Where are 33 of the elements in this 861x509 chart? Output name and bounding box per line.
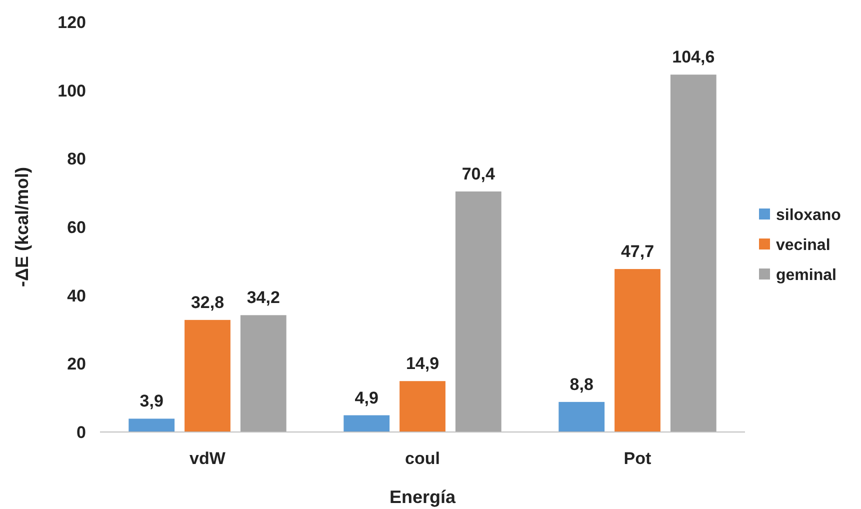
y-tick-label: 40 <box>67 286 86 306</box>
y-tick-label: 0 <box>76 422 86 442</box>
data-label: 4,9 <box>354 388 378 408</box>
data-label: 34,2 <box>246 288 280 308</box>
y-axis-title: -ΔE (kcal/mol) <box>12 167 32 287</box>
legend-label: vecinal <box>776 237 830 254</box>
bar <box>344 415 390 432</box>
data-label: 104,6 <box>672 48 715 67</box>
data-label: 14,9 <box>406 354 440 374</box>
bar <box>184 320 230 432</box>
bar <box>128 418 175 432</box>
legend-label: geminal <box>776 267 836 284</box>
bar <box>455 191 502 432</box>
data-label: 70,4 <box>462 164 496 184</box>
y-tick-label: 20 <box>67 354 86 374</box>
x-tick-label: coul <box>405 449 440 468</box>
x-tick-label: Pot <box>624 449 652 468</box>
bar <box>670 74 716 432</box>
data-label: 47,7 <box>620 242 654 262</box>
x-axis-title: Energía <box>389 487 456 507</box>
x-tick-label: vdW <box>190 449 226 468</box>
bar <box>240 315 286 432</box>
y-tick-label: 60 <box>67 218 86 237</box>
data-label: 3,9 <box>140 392 164 411</box>
bar <box>400 381 446 432</box>
y-tick-label: 100 <box>58 81 86 100</box>
data-label: 32,8 <box>190 292 224 312</box>
data-label: 8,8 <box>570 374 594 394</box>
legend-label: siloxano <box>776 207 842 224</box>
y-tick-label: 80 <box>67 150 86 169</box>
bar <box>614 269 660 432</box>
y-tick-label: 120 <box>58 12 86 32</box>
bar <box>558 402 605 432</box>
